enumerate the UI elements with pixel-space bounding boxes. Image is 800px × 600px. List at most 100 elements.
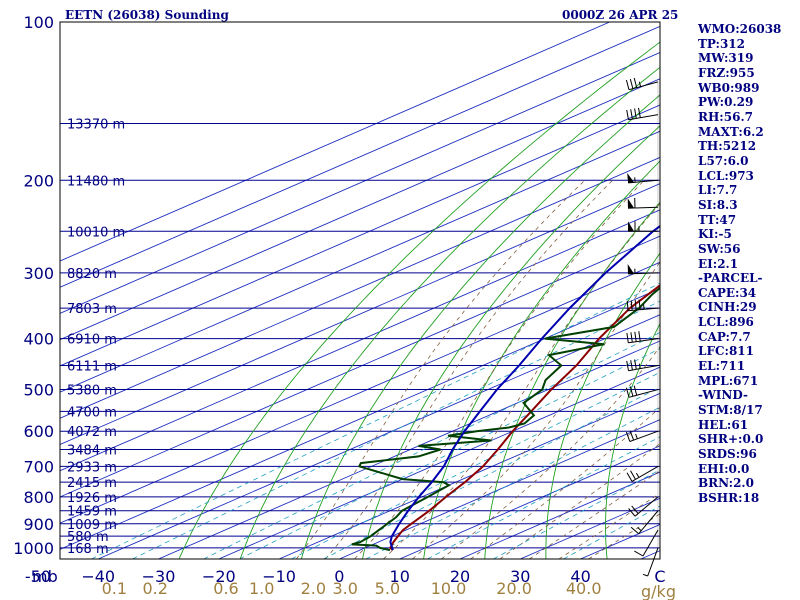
pressure-tick-label: 100 (23, 13, 54, 32)
plot-frame (59, 21, 661, 560)
wind-barb (626, 465, 659, 482)
wind-barb-full (638, 331, 641, 342)
index-line: CAP:7.7 (698, 329, 751, 344)
moist-adiabat-line (499, 443, 660, 559)
wind-barb-full (630, 300, 633, 311)
wind-barb-full (629, 78, 634, 89)
index-line: STM:8/17 (698, 403, 763, 418)
mixing-ratio-line (203, 332, 660, 559)
index-line: LI:7.7 (698, 183, 738, 198)
mixing-unit-label: g/kg (641, 582, 676, 600)
pressure-tick-label: 500 (23, 381, 54, 400)
mixing-ratio-tick-label: 10.0 (431, 579, 467, 598)
wind-barb (627, 173, 659, 184)
temperature-tick-label: −40 (81, 567, 115, 586)
wind-barb-full (634, 550, 644, 557)
dry-adiabat-line (362, 125, 660, 559)
wind-barb-shaft (628, 81, 659, 91)
isotherm-line (60, 235, 660, 498)
index-line: EHI:0.0 (698, 461, 750, 476)
wind-barb-full (626, 300, 629, 311)
wind-barb-shaft (628, 114, 659, 121)
mixing-ratio-line (323, 386, 660, 559)
temperature-tick-label: 10 (390, 567, 410, 586)
dry-adiabat-line (484, 201, 660, 559)
index-line: SW:56 (698, 241, 741, 256)
wind-barb (625, 385, 659, 398)
height-label: 6111 m (67, 360, 117, 375)
index-line: SHR+:0.0 (698, 432, 764, 447)
index-line: FRZ:955 (698, 65, 755, 80)
isotherm-line (399, 445, 660, 559)
index-line: BSHR:18 (698, 491, 760, 505)
index-line: -WIND- (698, 388, 748, 403)
mixing-ratio-tick-label: 5.0 (375, 579, 400, 598)
wind-barb-full (633, 77, 638, 88)
height-label: 6910 m (67, 333, 117, 348)
index-line: BRN:2.0 (698, 476, 754, 491)
mixing-ratio-line (91, 282, 660, 559)
index-line: WMO:26038 (698, 22, 782, 36)
wind-barb-half (638, 81, 642, 87)
wind-barb-full (626, 109, 629, 120)
height-label: 1459 m (67, 505, 117, 520)
wind-barb-shaft (647, 547, 659, 577)
index-line: L57:6.0 (698, 153, 749, 168)
wind-barb-shaft (628, 338, 659, 344)
mixing-ratio-tick-label: 0.6 (213, 579, 238, 598)
wind-barb-flag (628, 221, 634, 232)
wind-barb-full (629, 430, 635, 441)
wind-barb-half (637, 527, 642, 532)
index-line: TH:5212 (698, 139, 757, 154)
wind-barb-full (625, 387, 630, 398)
index-line: RH:56.7 (698, 109, 753, 124)
wind-barb (626, 299, 659, 312)
wind-barb-full (634, 108, 637, 119)
index-line: LFC:811 (698, 344, 754, 359)
isotherm-line (60, 261, 660, 524)
wind-barb-full (638, 107, 641, 118)
index-line: -PARCEL- (698, 271, 763, 286)
index-line: PW:0.29 (698, 95, 754, 110)
wind-barb-shaft (631, 465, 659, 482)
dry-adiabat-line (178, 41, 660, 559)
wind-barb-flag (627, 198, 634, 209)
wind-barb-full (633, 385, 638, 396)
height-label: 4072 m (67, 425, 117, 440)
isotherm-line (60, 183, 660, 446)
wind-barb-half (638, 363, 641, 369)
mixing-ratio-tick-label: 40.0 (566, 579, 602, 598)
wind-barb-shaft (638, 510, 659, 535)
isotherm-line (278, 392, 660, 559)
wind-barb-half (635, 433, 638, 439)
isotherm-line (218, 366, 660, 559)
wind-barb-full (626, 332, 629, 343)
wind-barb-shaft (634, 496, 659, 517)
wind-barb-full (630, 109, 633, 120)
wind-barb-full (628, 508, 636, 517)
mixing-ratio-line (427, 436, 660, 559)
wind-barb-flag (627, 173, 635, 183)
unit-label-mb: mb (32, 567, 58, 586)
mixing-ratio-tick-label: 0.1 (102, 579, 127, 598)
mixing-ratio-tick-label: 2.0 (301, 579, 326, 598)
height-label: 3484 m (67, 444, 117, 459)
moist-adiabat-line (295, 180, 586, 559)
height-label: 7803 m (67, 302, 117, 317)
height-label: 580 m (67, 530, 109, 545)
moist-adiabat-line (325, 180, 613, 559)
dewpoint-profile-line (351, 286, 660, 552)
isotherm-line (60, 288, 660, 550)
temperature-tick-label: 20 (450, 567, 470, 586)
wind-barb-shaft (629, 430, 659, 442)
wind-barb-full (629, 386, 634, 397)
pressure-tick-label: 200 (23, 171, 54, 190)
temperature-tick-label: -50 (25, 567, 51, 586)
index-line: KI:-5 (698, 227, 732, 242)
height-label: 8820 m (67, 267, 117, 282)
isotherm-line (339, 419, 660, 559)
wind-barb-shaft (628, 389, 659, 398)
index-line: SI:8.3 (698, 197, 738, 212)
moist-adiabat-line (470, 406, 660, 559)
wind-barb (642, 547, 659, 577)
